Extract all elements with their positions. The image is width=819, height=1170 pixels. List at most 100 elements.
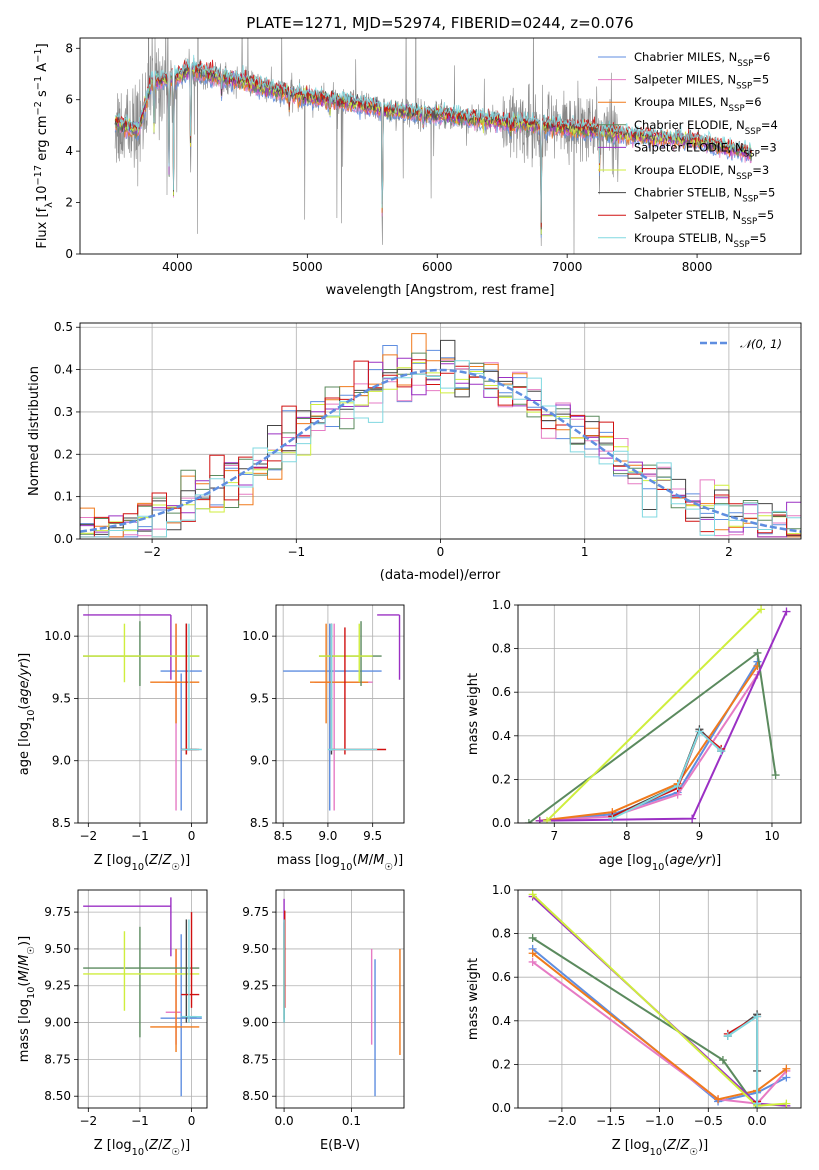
x-tick-label: 1 [581, 545, 589, 559]
series-marker [717, 747, 726, 756]
series-kroupa-stelib [723, 1012, 762, 1108]
x-tick-label: 5000 [292, 260, 323, 274]
y-tick-label: 0.5 [54, 320, 73, 334]
x-tick-label: 7000 [552, 260, 583, 274]
point-kroupa-elodie [83, 931, 200, 1011]
x-tick-label: −2 [79, 1114, 97, 1128]
series-marker [753, 648, 762, 657]
x-tick-label: −2 [79, 829, 97, 843]
point-kroupa-miles [310, 623, 369, 724]
series-kroupa-elodie [543, 605, 766, 823]
legend: 𝒩(0, 1) [700, 337, 782, 351]
y-tick-label: 8.75 [242, 1052, 269, 1066]
y-tick-label: 0 [65, 247, 73, 261]
legend-label: Chabrier ELODIE, NSSP=4 [634, 118, 778, 137]
y-axis-label: Flux [fλ10−17 erg cm−2 s−1 A−1] [33, 43, 55, 248]
series-marker [771, 771, 780, 780]
plot-area [283, 898, 401, 1097]
y-tick-label: 10.0 [44, 629, 71, 643]
series-salpeter-elodie [535, 607, 791, 823]
y-tick-label: 0.2 [492, 772, 511, 786]
series-marker [695, 727, 704, 736]
y-axis-label: age [log10(age/yr)] [17, 653, 37, 776]
series-marker [535, 816, 544, 823]
series-line [539, 665, 759, 822]
series-kroupa-stelib [608, 727, 726, 823]
y-tick-label: 0.6 [492, 970, 511, 984]
legend-label: Kroupa MILES, NSSP=6 [634, 95, 762, 114]
y-axis-label: mass [log10(M/M☉)] [17, 936, 37, 1062]
y-tick-label: 0.1 [54, 490, 73, 504]
chart-age_vs_mass: 8.5 9.0 9.5 8.5 9.0 9.5 10.0 mass [log10(M/M☉)] [242, 604, 405, 873]
y-tick-label: 0.2 [492, 1057, 511, 1071]
x-tick-label: 9 [696, 829, 704, 843]
point-chabrier-miles [283, 623, 382, 811]
plot-area [114, 38, 752, 254]
x-tick-label: 9.5 [363, 829, 382, 843]
y-tick-label: 9.50 [44, 942, 71, 956]
y-tick-label: 0.8 [492, 642, 511, 656]
y-tick-label: 0.4 [54, 363, 73, 377]
histogram-kroupa-stelib [80, 360, 801, 539]
series-line [531, 952, 787, 1101]
x-tick-label: 7 [550, 829, 558, 843]
x-axis-label: age [log10(age/yr)] [599, 853, 722, 873]
y-tick-label: 2 [65, 196, 73, 210]
x-tick-label: 0.1 [342, 1114, 361, 1128]
x-axis-label: Z [log10(Z/Z☉)] [94, 853, 191, 873]
series-chabrier-stelib [723, 1010, 762, 1075]
y-tick-label: 9.25 [44, 979, 71, 993]
y-tick-label: 0.4 [492, 729, 511, 743]
chart-age_vs_Z: −2 −1 0 8.5 9.0 9.5 10.0 Z [log10(Z/Z☉)] age [lo… [17, 604, 208, 873]
x-tick-label: 0.0 [748, 1114, 767, 1128]
y-tick-label: 9.0 [52, 754, 71, 768]
series-marker [528, 933, 537, 942]
y-tick-label: 1.0 [492, 883, 511, 897]
series-marker [528, 949, 537, 958]
series-line [539, 661, 759, 822]
x-tick-label: 0 [188, 1114, 196, 1128]
legend-label: Kroupa ELODIE, NSSP=3 [634, 163, 769, 182]
y-axis-label: mass weight [466, 958, 481, 1040]
legend-label: Chabrier STELIB, NSSP=5 [634, 186, 775, 205]
grid [276, 890, 404, 1108]
series-kroupa-miles [528, 949, 791, 1104]
y-tick-label: 0.3 [54, 405, 73, 419]
y-tick-label: 0.0 [492, 816, 511, 830]
plot-area [83, 897, 202, 1097]
legend-label: Kroupa STELIB, NSSP=5 [634, 231, 767, 250]
x-axis-label: E(B-V) [320, 1138, 360, 1153]
y-tick-label: 8.50 [44, 1089, 71, 1103]
point-salpeter-miles [165, 623, 182, 811]
series-line [611, 729, 722, 820]
x-axis-label: Z [log10(Z/Z☉)] [612, 1138, 709, 1158]
series-line [727, 1012, 759, 1071]
series-marker [524, 819, 533, 823]
y-tick-label: 9.00 [44, 1016, 71, 1030]
y-tick-label: 8.50 [242, 1089, 269, 1103]
series-line [546, 608, 762, 822]
x-axis-label: (data-model)/error [380, 568, 501, 583]
figure-title: PLATE=1271, MJD=52974, FIBERID=0244, z=0… [246, 14, 633, 32]
grid [276, 605, 404, 824]
y-tick-label: 9.50 [242, 942, 269, 956]
plot-area [283, 614, 401, 811]
series-marker [608, 814, 617, 823]
y-tick-label: 9.0 [250, 754, 269, 768]
grid [78, 605, 207, 824]
point-salpeter-elodie [83, 897, 172, 957]
point-salpeter-elodie [83, 614, 172, 680]
series-marker [757, 605, 766, 614]
y-tick-label: 8.5 [250, 816, 269, 830]
legend: Chabrier MILES, NSSP=6 Salpeter MILES, NS… [598, 50, 778, 250]
point-kroupa-miles [150, 948, 200, 1053]
x-tick-label: 4000 [162, 260, 193, 274]
y-tick-label: 1.0 [492, 598, 511, 612]
point-chabrier-elodie [83, 926, 200, 1038]
x-tick-label: 8 [623, 829, 631, 843]
series-marker [688, 814, 697, 823]
series-marker [753, 1099, 762, 1108]
y-tick-label: 9.75 [242, 905, 269, 919]
